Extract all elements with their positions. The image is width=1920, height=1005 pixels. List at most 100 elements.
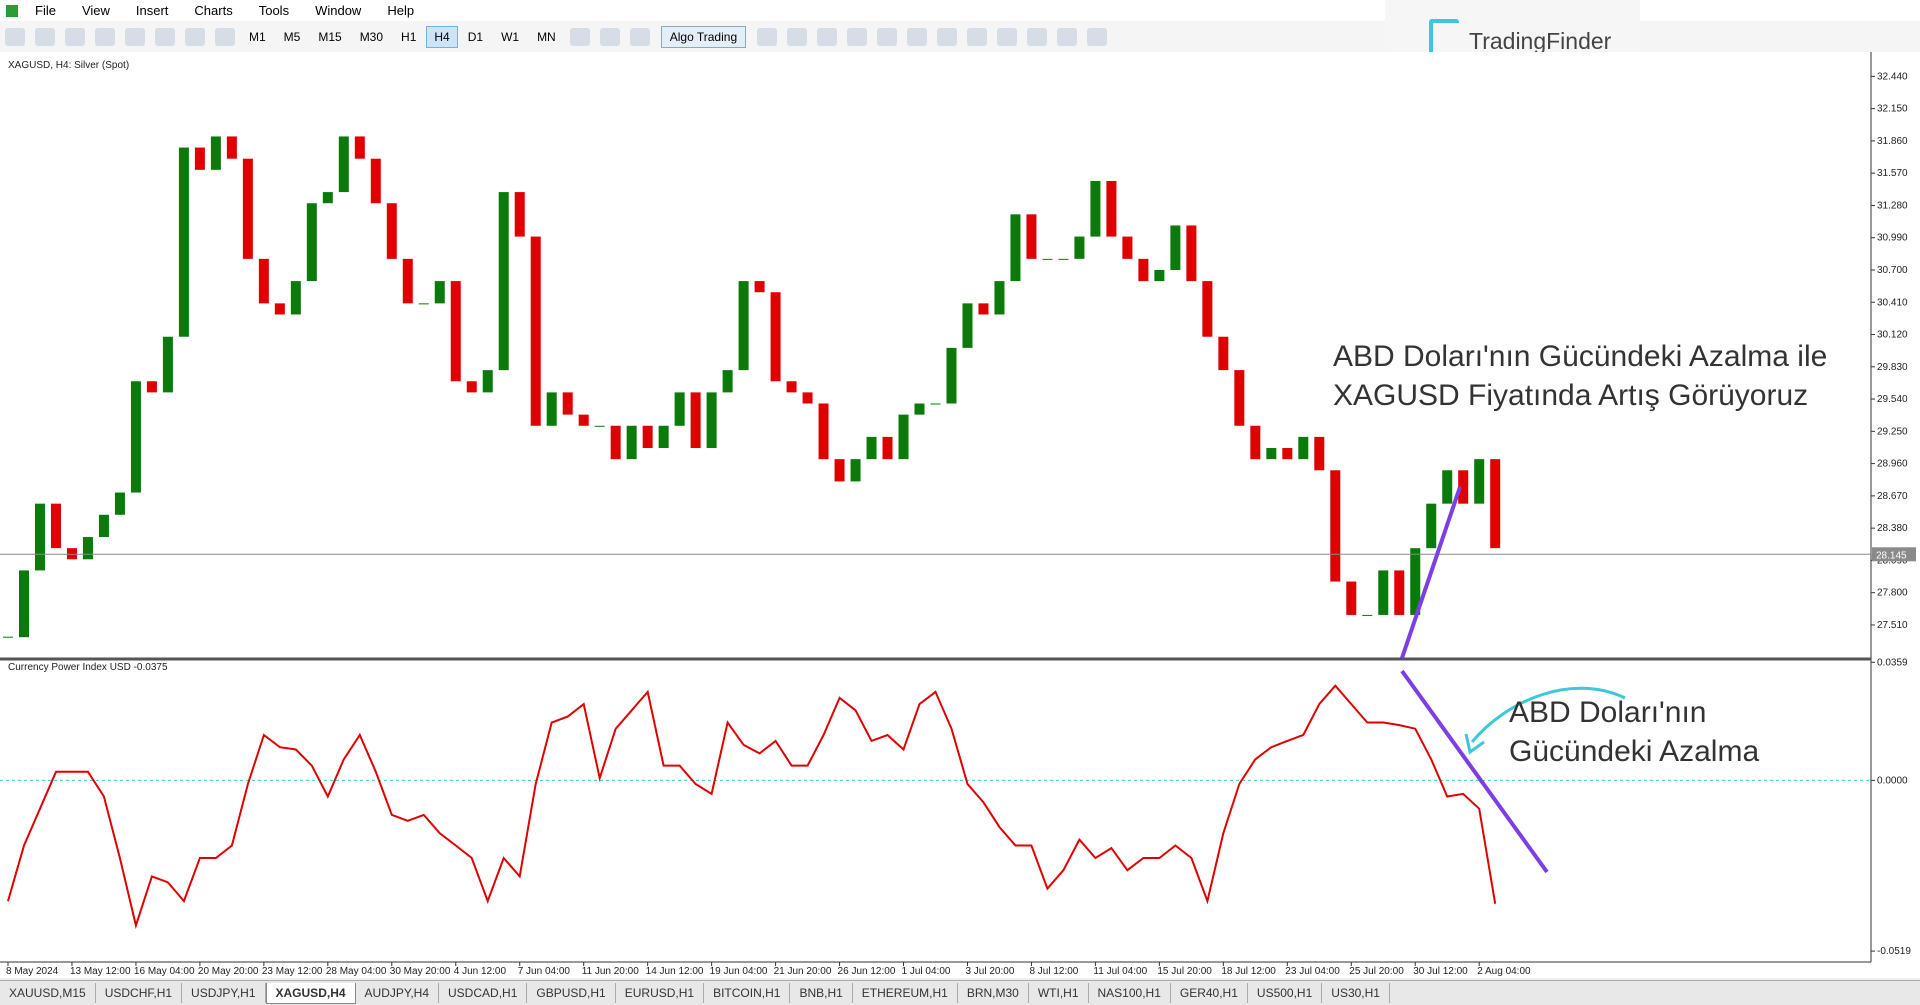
- chart-tab[interactable]: WTI,H1: [1029, 983, 1089, 1003]
- tool-icon[interactable]: [1057, 27, 1078, 46]
- timeframe-button[interactable]: W1: [501, 29, 520, 44]
- tool-icon[interactable]: [787, 27, 808, 46]
- chart-tab[interactable]: USDCHF,H1: [96, 983, 183, 1003]
- y-tick-label: 30.410: [1877, 297, 1908, 308]
- menu-item[interactable]: View: [81, 3, 110, 18]
- tool-icon[interactable]: [997, 27, 1018, 46]
- timeframe-button[interactable]: H4: [426, 25, 458, 48]
- candle: [322, 192, 333, 204]
- y-tick-label: -0.0519: [1877, 946, 1911, 957]
- menu-item[interactable]: Charts: [194, 3, 233, 18]
- x-tick-label: 13 May 12:00: [70, 966, 131, 977]
- menu-item[interactable]: Tools: [258, 3, 290, 18]
- timeframe-button[interactable]: M15: [318, 29, 342, 44]
- tool-icon[interactable]: [35, 27, 55, 46]
- candle: [754, 281, 765, 293]
- arrow-head: [1464, 733, 1485, 755]
- candle: [1202, 281, 1213, 337]
- chart-tab[interactable]: GER40,H1: [1171, 983, 1248, 1003]
- tool-icon[interactable]: [125, 27, 145, 46]
- menu-item[interactable]: File: [35, 3, 56, 18]
- chart-tab[interactable]: XAUUSD,M15: [0, 983, 96, 1003]
- tool-icon[interactable]: [847, 27, 868, 46]
- chart-tab[interactable]: XAGUSD,H4: [265, 982, 356, 1004]
- algo-trading-button[interactable]: Algo Trading: [660, 25, 747, 48]
- timeframe-button[interactable]: MN: [537, 29, 556, 44]
- candle: [450, 281, 461, 382]
- chart-tab[interactable]: ETHEREUM,H1: [853, 983, 958, 1003]
- timeframe-button[interactable]: M5: [283, 29, 301, 44]
- candle: [1362, 614, 1373, 616]
- tool-icon[interactable]: [5, 27, 25, 46]
- candle: [1394, 570, 1405, 615]
- tab-bar: XAUUSD,M15 USDCHF,H1 USDJPY,H1 XAGUSD,H4 AUD…: [0, 980, 1920, 1005]
- tool-icon[interactable]: [629, 27, 650, 46]
- candle: [786, 381, 797, 393]
- tool-icon[interactable]: [1027, 27, 1048, 46]
- chart-title: XAGUSD, H4: Silver (Spot): [8, 60, 129, 71]
- tool-icon[interactable]: [907, 27, 928, 46]
- tool-icon[interactable]: [95, 27, 115, 46]
- candle: [898, 414, 909, 460]
- y-tick-label: 28.380: [1877, 523, 1908, 534]
- tool-icon[interactable]: [599, 27, 620, 46]
- tool-icon[interactable]: [215, 27, 235, 46]
- timeframe-button[interactable]: H1: [401, 29, 417, 44]
- chart-tab[interactable]: EURUSD,H1: [616, 983, 705, 1003]
- timeframe-button[interactable]: D1: [467, 29, 484, 44]
- x-tick-label: 8 Jul 12:00: [1029, 966, 1078, 977]
- candle: [18, 570, 29, 638]
- x-tick-label: 19 Jun 04:00: [710, 966, 768, 977]
- chart-tab[interactable]: BITCOIN,H1: [704, 983, 791, 1003]
- menu-item[interactable]: Insert: [135, 3, 169, 18]
- tool-icon[interactable]: [817, 27, 838, 46]
- chart-tab[interactable]: GBPUSD,H1: [527, 983, 616, 1003]
- tool-icon[interactable]: [185, 27, 205, 46]
- tool-icon[interactable]: [877, 27, 898, 46]
- candle: [338, 136, 349, 193]
- candle: [562, 392, 573, 415]
- tool-icon[interactable]: [65, 27, 85, 46]
- tool-icon[interactable]: [569, 27, 590, 46]
- x-tick-label: 28 May 04:00: [326, 966, 387, 977]
- candle: [50, 503, 61, 549]
- chart-tab[interactable]: NAS100,H1: [1089, 983, 1171, 1003]
- candle: [194, 147, 205, 170]
- tool-icon[interactable]: [1087, 27, 1108, 46]
- x-tick-label: 11 Jul 04:00: [1093, 966, 1147, 977]
- x-tick-label: 16 May 04:00: [134, 966, 195, 977]
- tool-icon[interactable]: [967, 27, 988, 46]
- y-tick-label: 30.120: [1877, 330, 1908, 341]
- y-tick-label: 32.150: [1877, 104, 1908, 115]
- tool-icon[interactable]: [937, 27, 958, 46]
- chart-tab[interactable]: US500,H1: [1248, 983, 1323, 1003]
- chart-tab[interactable]: BRN,M30: [958, 983, 1029, 1003]
- candle: [498, 192, 509, 371]
- chart-title: Currency Power Index USD -0.0375: [8, 662, 168, 673]
- menu-item[interactable]: Window: [315, 3, 362, 18]
- chart-tab[interactable]: US30,H1: [1322, 983, 1390, 1003]
- tool-icon[interactable]: [155, 27, 175, 46]
- chart-tab[interactable]: USDCAD,H1: [439, 983, 528, 1003]
- candle: [1090, 180, 1101, 237]
- candle: [546, 392, 557, 426]
- candle: [210, 136, 221, 170]
- x-tick-label: 3 Jul 20:00: [965, 966, 1014, 977]
- timeframe-button[interactable]: M1: [249, 29, 266, 44]
- tool-icon[interactable]: [757, 27, 778, 46]
- candle: [66, 548, 77, 560]
- chart-tab[interactable]: USDJPY,H1: [182, 983, 266, 1003]
- candle: [1026, 214, 1037, 259]
- timeframe-button[interactable]: M30: [359, 29, 384, 44]
- candle: [1234, 370, 1245, 426]
- y-tick-label: 30.700: [1877, 265, 1908, 276]
- menu-item[interactable]: Help: [387, 3, 415, 18]
- current-price-label: 28.145: [1876, 550, 1907, 561]
- chart-tab[interactable]: BNB,H1: [790, 983, 853, 1003]
- candle: [386, 203, 397, 259]
- chart-tab[interactable]: AUDJPY,H4: [356, 983, 440, 1003]
- candle: [530, 236, 541, 426]
- x-tick-label: 20 May 20:00: [198, 966, 259, 977]
- x-tick-label: 25 Jul 20:00: [1349, 966, 1404, 977]
